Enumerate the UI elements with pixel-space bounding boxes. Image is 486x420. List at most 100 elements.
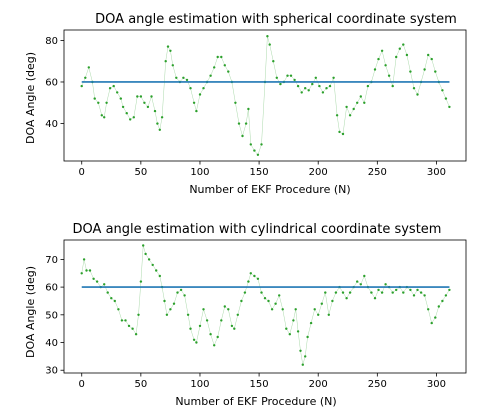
top-point-25 xyxy=(160,116,164,119)
top-xtick-label-0: 0 xyxy=(79,167,85,178)
bottom-point-16 xyxy=(134,333,138,336)
top-point-100 xyxy=(416,93,419,96)
bottom-point-39 xyxy=(205,319,209,322)
top-ytick-label-40: 40 xyxy=(45,119,58,130)
top-point-4 xyxy=(93,97,96,100)
bottom-point-48 xyxy=(236,313,239,316)
bottom-point-75 xyxy=(324,291,327,294)
bottom-point-10 xyxy=(113,299,117,303)
top-point-51 xyxy=(247,107,250,111)
top-point-95 xyxy=(398,47,401,50)
bottom-ytick-label-70: 70 xyxy=(45,255,58,266)
bottom-point-105 xyxy=(430,321,433,325)
bottom-ytick-label-30: 30 xyxy=(45,366,58,377)
top-point-36 xyxy=(195,109,198,113)
top-point-44 xyxy=(223,64,226,67)
bottom-point-59 xyxy=(274,302,277,305)
bottom-point-8 xyxy=(106,291,109,294)
bottom-plot-frame xyxy=(63,239,467,374)
bottom-point-76 xyxy=(327,313,330,316)
bottom-point-18 xyxy=(139,280,143,283)
bottom-point-34 xyxy=(189,327,192,330)
top-point-107 xyxy=(441,89,444,92)
top-point-33 xyxy=(185,78,189,82)
bottom-xtick-label-100: 100 xyxy=(190,379,209,390)
top-point-75 xyxy=(328,84,332,88)
bottom-point-7 xyxy=(103,283,106,286)
bottom-point-19 xyxy=(142,244,145,247)
top-point-63 xyxy=(286,74,289,77)
top-point-80 xyxy=(345,105,348,109)
top-point-86 xyxy=(366,84,370,88)
top-point-35 xyxy=(192,101,196,105)
bottom-point-74 xyxy=(320,302,323,305)
top-point-9 xyxy=(108,87,112,90)
bottom-point-11 xyxy=(117,308,120,311)
bottom-point-107 xyxy=(437,305,440,308)
bottom-point-45 xyxy=(227,308,230,311)
bottom-point-33 xyxy=(186,313,190,316)
bottom-point-43 xyxy=(220,319,223,322)
top-point-47 xyxy=(234,101,237,105)
bottom-point-46 xyxy=(230,324,234,328)
top-point-21 xyxy=(150,95,153,98)
bottom-point-94 xyxy=(391,291,394,294)
top-xtick-label-50: 50 xyxy=(134,167,147,178)
top-point-92 xyxy=(387,74,391,77)
bottom-point-100 xyxy=(412,294,416,297)
top-point-58 xyxy=(268,43,271,46)
bottom-point-15 xyxy=(131,327,134,330)
top-chart-ylabel: DOA Angle (deg) xyxy=(24,52,37,144)
bottom-point-99 xyxy=(409,288,412,292)
bottom-point-81 xyxy=(345,297,348,300)
top-point-78 xyxy=(338,130,341,134)
bottom-point-22 xyxy=(151,263,154,267)
top-point-0 xyxy=(80,84,83,88)
bottom-point-41 xyxy=(213,344,216,347)
top-point-5 xyxy=(97,101,100,105)
bottom-chart: DOA angle estimation with cylindrical co… xyxy=(24,222,467,408)
top-point-104 xyxy=(430,57,433,61)
bottom-point-35 xyxy=(192,338,196,341)
top-xtick-label-200: 200 xyxy=(309,167,328,178)
bottom-point-68 xyxy=(301,363,304,366)
top-point-70 xyxy=(311,82,314,86)
bottom-point-40 xyxy=(209,333,212,336)
top-point-102 xyxy=(423,68,426,71)
top-point-54 xyxy=(256,153,260,156)
top-point-93 xyxy=(391,84,394,88)
bottom-point-92 xyxy=(384,283,387,286)
bottom-point-47 xyxy=(233,327,236,330)
bottom-point-32 xyxy=(183,294,186,297)
top-point-109 xyxy=(448,105,451,109)
top-point-11 xyxy=(116,91,119,94)
bottom-point-12 xyxy=(120,319,124,322)
bottom-xtick-label-150: 150 xyxy=(250,379,269,390)
top-point-108 xyxy=(444,97,448,100)
bottom-point-24 xyxy=(158,274,161,278)
top-point-66 xyxy=(296,84,300,88)
top-point-82 xyxy=(352,107,355,111)
bottom-point-27 xyxy=(165,313,169,316)
top-xtick-label-100: 100 xyxy=(190,167,209,178)
bottom-point-13 xyxy=(124,319,127,322)
top-point-13 xyxy=(121,105,125,109)
bottom-point-23 xyxy=(155,269,158,272)
top-point-103 xyxy=(427,53,430,57)
bottom-point-103 xyxy=(423,294,426,297)
bottom-point-3 xyxy=(88,269,92,272)
bottom-point-29 xyxy=(172,302,176,305)
top-point-68 xyxy=(304,87,307,90)
top-point-50 xyxy=(244,122,248,125)
top-ytick-label-60: 60 xyxy=(45,77,58,88)
bottom-point-64 xyxy=(292,319,295,322)
bottom-ytick-label-50: 50 xyxy=(45,310,58,321)
bottom-point-49 xyxy=(240,299,243,303)
bottom-point-62 xyxy=(285,327,288,330)
bottom-point-1 xyxy=(82,258,86,261)
top-ytick-label-80: 80 xyxy=(45,36,58,47)
bottom-point-91 xyxy=(380,291,384,294)
top-point-37 xyxy=(198,93,202,96)
top-xtick-label-150: 150 xyxy=(250,167,269,178)
bottom-point-17 xyxy=(137,313,140,316)
